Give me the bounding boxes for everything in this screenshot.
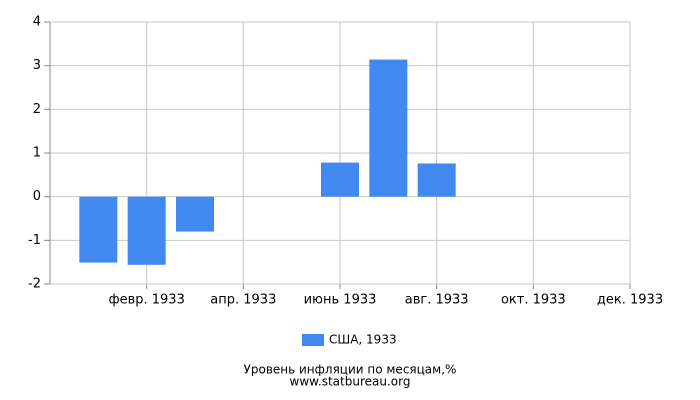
bar — [369, 59, 408, 197]
bar — [321, 162, 359, 197]
x-tick-label: дек. 1933 — [597, 293, 663, 308]
source: www.statbureau.org — [290, 375, 411, 389]
bar — [417, 163, 456, 197]
legend-label: США, 1933 — [329, 333, 397, 347]
chart-title: Уровень инфляции по месяцам,% — [244, 363, 457, 377]
y-tick-label: -1 — [28, 233, 41, 248]
bar — [79, 196, 118, 263]
y-tick-label: 1 — [33, 146, 41, 161]
legend-swatch — [302, 334, 324, 346]
x-tick-label: июнь 1933 — [304, 293, 377, 308]
y-tick-label: 3 — [33, 58, 41, 73]
x-tick-label: авг. 1933 — [405, 293, 469, 308]
bar — [127, 196, 166, 265]
x-tick-label: февр. 1933 — [108, 293, 184, 308]
bar — [176, 196, 214, 232]
y-tick-label: 0 — [33, 189, 41, 204]
y-tick-label: 4 — [33, 15, 41, 30]
y-tick-label: 2 — [33, 102, 41, 117]
x-tick-label: окт. 1933 — [501, 293, 566, 308]
x-tick-label: апр. 1933 — [210, 293, 276, 308]
y-tick-label: -2 — [28, 277, 41, 292]
